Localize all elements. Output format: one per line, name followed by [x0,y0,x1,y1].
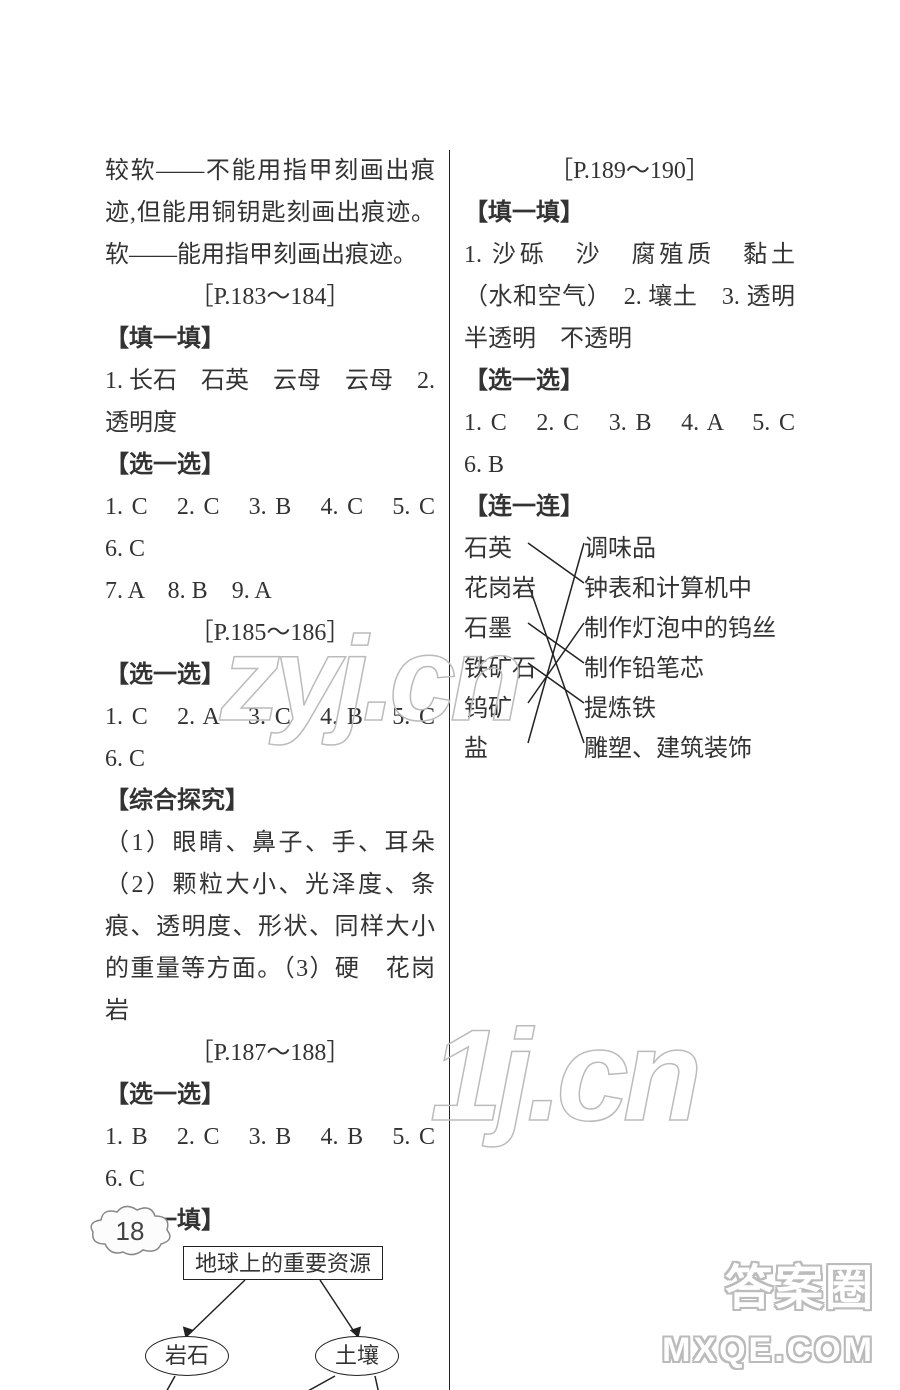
badge-site: MXQE.COM [662,1331,875,1370]
heading-match-189: 【连一连】 [464,486,795,528]
page-range-183: ［P.183～184］ [105,276,435,318]
heading-fill-183: 【填一填】 [105,318,435,360]
two-column-content: 较软——不能用指甲刻画出痕迹,但能用铜钥匙刻画出痕迹。软——能用指甲刻画出痕迹。… [105,150,795,1390]
match-right-item: 制作铅笔芯 [584,648,704,690]
match-left-item: 石墨 [464,608,512,650]
match-right-item: 雕塑、建筑装饰 [584,728,752,770]
heading-choose-183: 【选一选】 [105,444,435,486]
page-range-187: ［P.187～188］ [105,1032,435,1074]
match-right-item: 调味品 [584,528,656,570]
badge-answer: 答案圈 [725,1248,875,1318]
page: 较软——不能用指甲刻画出痕迹,但能用铜钥匙刻画出痕迹。软——能用指甲刻画出痕迹。… [0,0,900,1390]
node-soil: 土壤 [315,1336,399,1376]
match-right-item: 钟表和计算机中 [584,568,752,610]
node-rock: 岩石 [145,1336,229,1376]
match-left-item: 钨矿 [464,688,512,730]
page-number-cloud: 18 [95,1210,165,1252]
heading-choose-189: 【选一选】 [464,360,795,402]
heading-choose-187: 【选一选】 [105,1074,435,1116]
choose-body-187: 1. B 2. C 3. B 4. B 5. C 6. C [105,1116,435,1200]
match-right-item: 提炼铁 [584,688,656,730]
heading-choose-185: 【选一选】 [105,654,435,696]
choose-body-183b: 7. A 8. B 9. A [105,570,435,612]
choose-body-185: 1. C 2. A 3. C 4. B 5. C 6. C [105,696,435,780]
match-left-item: 花岗岩 [464,568,536,610]
column-right: ［P.189～190］ 【填一填】 1. 沙砾 沙 腐殖质 黏土（水和空气） 2… [450,150,795,1390]
fill-body-183: 1. 长石 石英 云母 云母 2. 透明度 [105,360,435,444]
match-left-item: 铁矿石 [464,648,536,690]
concept-diagram: 地球上的重要资源 岩石 土壤 矿物 [105,1246,435,1390]
choose-body-189: 1. C 2. C 3. B 4. A 5. C 6. B [464,402,795,486]
choose-body-183a: 1. C 2. C 3. B 4. C 5. C 6. C [105,486,435,570]
match-left-item: 盐 [464,728,488,770]
explore-body-185: （1）眼睛、鼻子、手、耳朵 （2）颗粒大小、光泽度、条痕、透明度、形状、同样大小… [105,822,435,1032]
page-range-189: ［P.189～190］ [464,150,795,192]
match-left-item: 石英 [464,528,512,570]
heading-explore-185: 【综合探究】 [105,780,435,822]
intro-text: 较软——不能用指甲刻画出痕迹,但能用铜钥匙刻画出痕迹。软——能用指甲刻画出痕迹。 [105,150,435,276]
fill-body-189: 1. 沙砾 沙 腐殖质 黏土（水和空气） 2. 壤土 3. 透明 半透明 不透明 [464,234,795,360]
match-right-item: 制作灯泡中的钨丝 [584,608,776,650]
page-range-185: ［P.185～186］ [105,612,435,654]
heading-fill-189: 【填一填】 [464,192,795,234]
matching-diagram: 石英花岗岩石墨铁矿石钨矿盐 调味品钟表和计算机中制作灯泡中的钨丝制作铅笔芯提炼铁雕… [464,528,794,768]
page-number: 18 [116,1216,145,1246]
